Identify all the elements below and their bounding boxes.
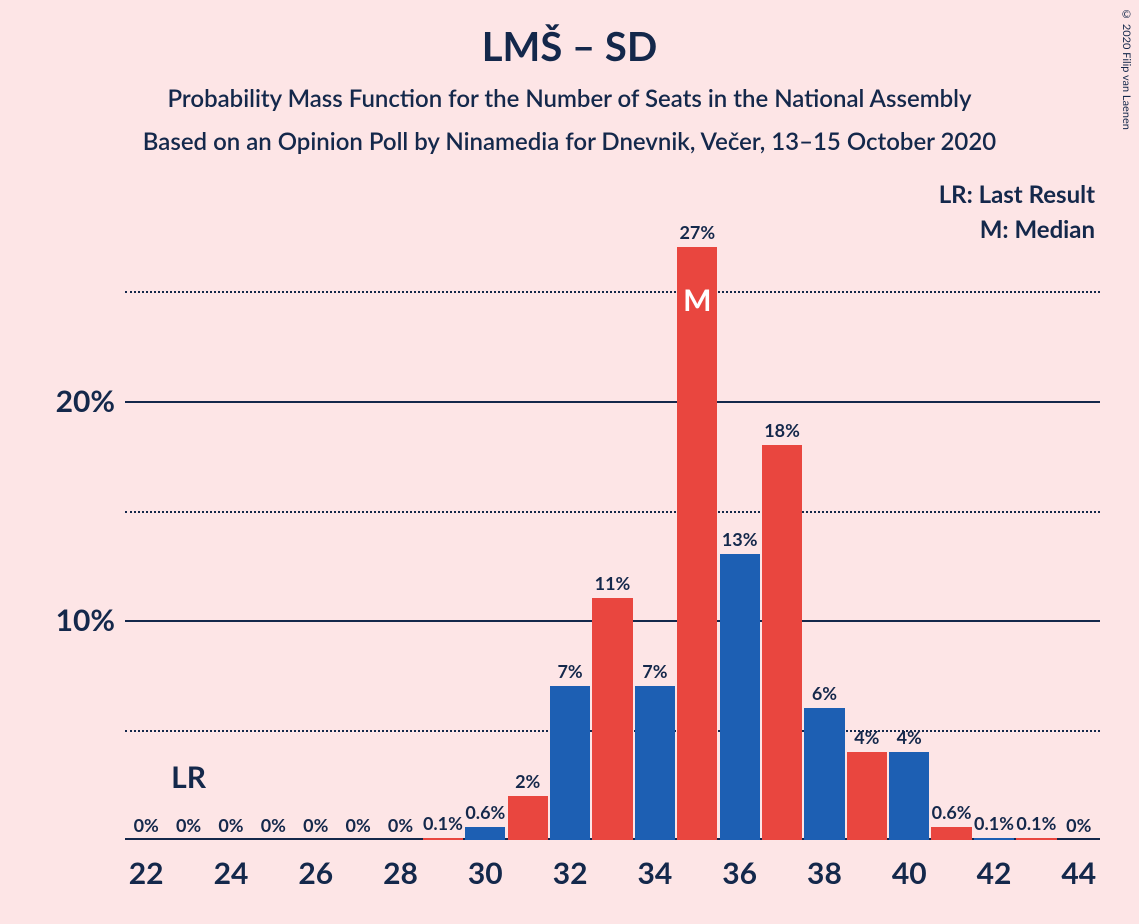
bar-value-label: 0% bbox=[388, 814, 413, 840]
chart-plot-area: 10%20%2224262830323436384042440%0%0%0%0%… bbox=[125, 225, 1100, 840]
x-axis-label: 34 bbox=[637, 840, 672, 891]
bar-value-label: 0.6% bbox=[465, 801, 505, 827]
bar-value-label: 0.1% bbox=[974, 812, 1014, 838]
bar: 0.1% bbox=[423, 838, 463, 840]
bar-value-label: 2% bbox=[515, 770, 540, 796]
bar: 2% bbox=[508, 796, 548, 840]
x-axis-label: 24 bbox=[214, 840, 249, 891]
bar: 27%M bbox=[677, 247, 717, 840]
x-axis-label: 28 bbox=[383, 840, 418, 891]
bar-value-label: 4% bbox=[897, 726, 922, 752]
bar-value-label: 0% bbox=[261, 814, 286, 840]
bar: 0.6% bbox=[931, 827, 971, 840]
bar: 0.1% bbox=[974, 838, 1014, 840]
bar-value-label: 0.1% bbox=[423, 812, 463, 838]
median-marker: M bbox=[683, 282, 711, 318]
legend-lr: LR: Last Result bbox=[939, 180, 1095, 209]
chart-subtitle-1: Probability Mass Function for the Number… bbox=[0, 84, 1139, 113]
bar: 7% bbox=[550, 686, 590, 840]
gridline-major bbox=[125, 401, 1100, 403]
bar-value-label: 0% bbox=[346, 814, 371, 840]
gridline-minor bbox=[125, 511, 1100, 513]
bar: 4% bbox=[847, 752, 887, 840]
bar-value-label: 0% bbox=[218, 814, 243, 840]
bar: 18% bbox=[762, 445, 802, 840]
bar: 0.6% bbox=[465, 827, 505, 840]
bar: 0.1% bbox=[1016, 838, 1056, 840]
y-axis-label: 20% bbox=[56, 383, 125, 419]
bar: 13% bbox=[720, 554, 760, 840]
bar: 11% bbox=[592, 598, 632, 840]
x-axis-label: 44 bbox=[1061, 840, 1096, 891]
bar-value-label: 0% bbox=[303, 814, 328, 840]
bar-value-label: 7% bbox=[557, 660, 582, 686]
bar-value-label: 6% bbox=[812, 682, 837, 708]
legend: LR: Last Result M: Median bbox=[939, 180, 1095, 244]
bar-value-label: 13% bbox=[722, 528, 758, 554]
chart-title: LMŠ – SD bbox=[0, 0, 1139, 70]
gridline-minor bbox=[125, 291, 1100, 293]
bar-value-label: 0.6% bbox=[932, 801, 972, 827]
x-axis-label: 30 bbox=[468, 840, 503, 891]
bar-value-label: 0% bbox=[1066, 814, 1091, 840]
x-axis-label: 22 bbox=[129, 840, 164, 891]
bar-value-label: 11% bbox=[595, 572, 631, 598]
copyright-text: © 2020 Filip van Laenen bbox=[1120, 8, 1133, 130]
bar-value-label: 4% bbox=[854, 726, 879, 752]
x-axis-label: 36 bbox=[722, 840, 757, 891]
y-axis-label: 10% bbox=[56, 602, 125, 638]
bar-value-label: 27% bbox=[679, 221, 715, 247]
x-axis-label: 40 bbox=[892, 840, 927, 891]
bar-value-label: 0% bbox=[176, 814, 201, 840]
bar-value-label: 18% bbox=[764, 419, 800, 445]
x-axis-label: 38 bbox=[807, 840, 842, 891]
bar: 4% bbox=[889, 752, 929, 840]
x-axis-label: 42 bbox=[977, 840, 1012, 891]
bar-value-label: 0.1% bbox=[1016, 812, 1056, 838]
bar: 6% bbox=[804, 708, 844, 840]
bar-value-label: 7% bbox=[642, 660, 667, 686]
x-axis-label: 32 bbox=[553, 840, 588, 891]
bar: 7% bbox=[635, 686, 675, 840]
chart-subtitle-2: Based on an Opinion Poll by Ninamedia fo… bbox=[0, 127, 1139, 156]
last-result-marker: LR bbox=[171, 759, 206, 795]
bar-value-label: 0% bbox=[134, 814, 159, 840]
x-axis-label: 26 bbox=[298, 840, 333, 891]
legend-median: M: Median bbox=[939, 215, 1095, 244]
